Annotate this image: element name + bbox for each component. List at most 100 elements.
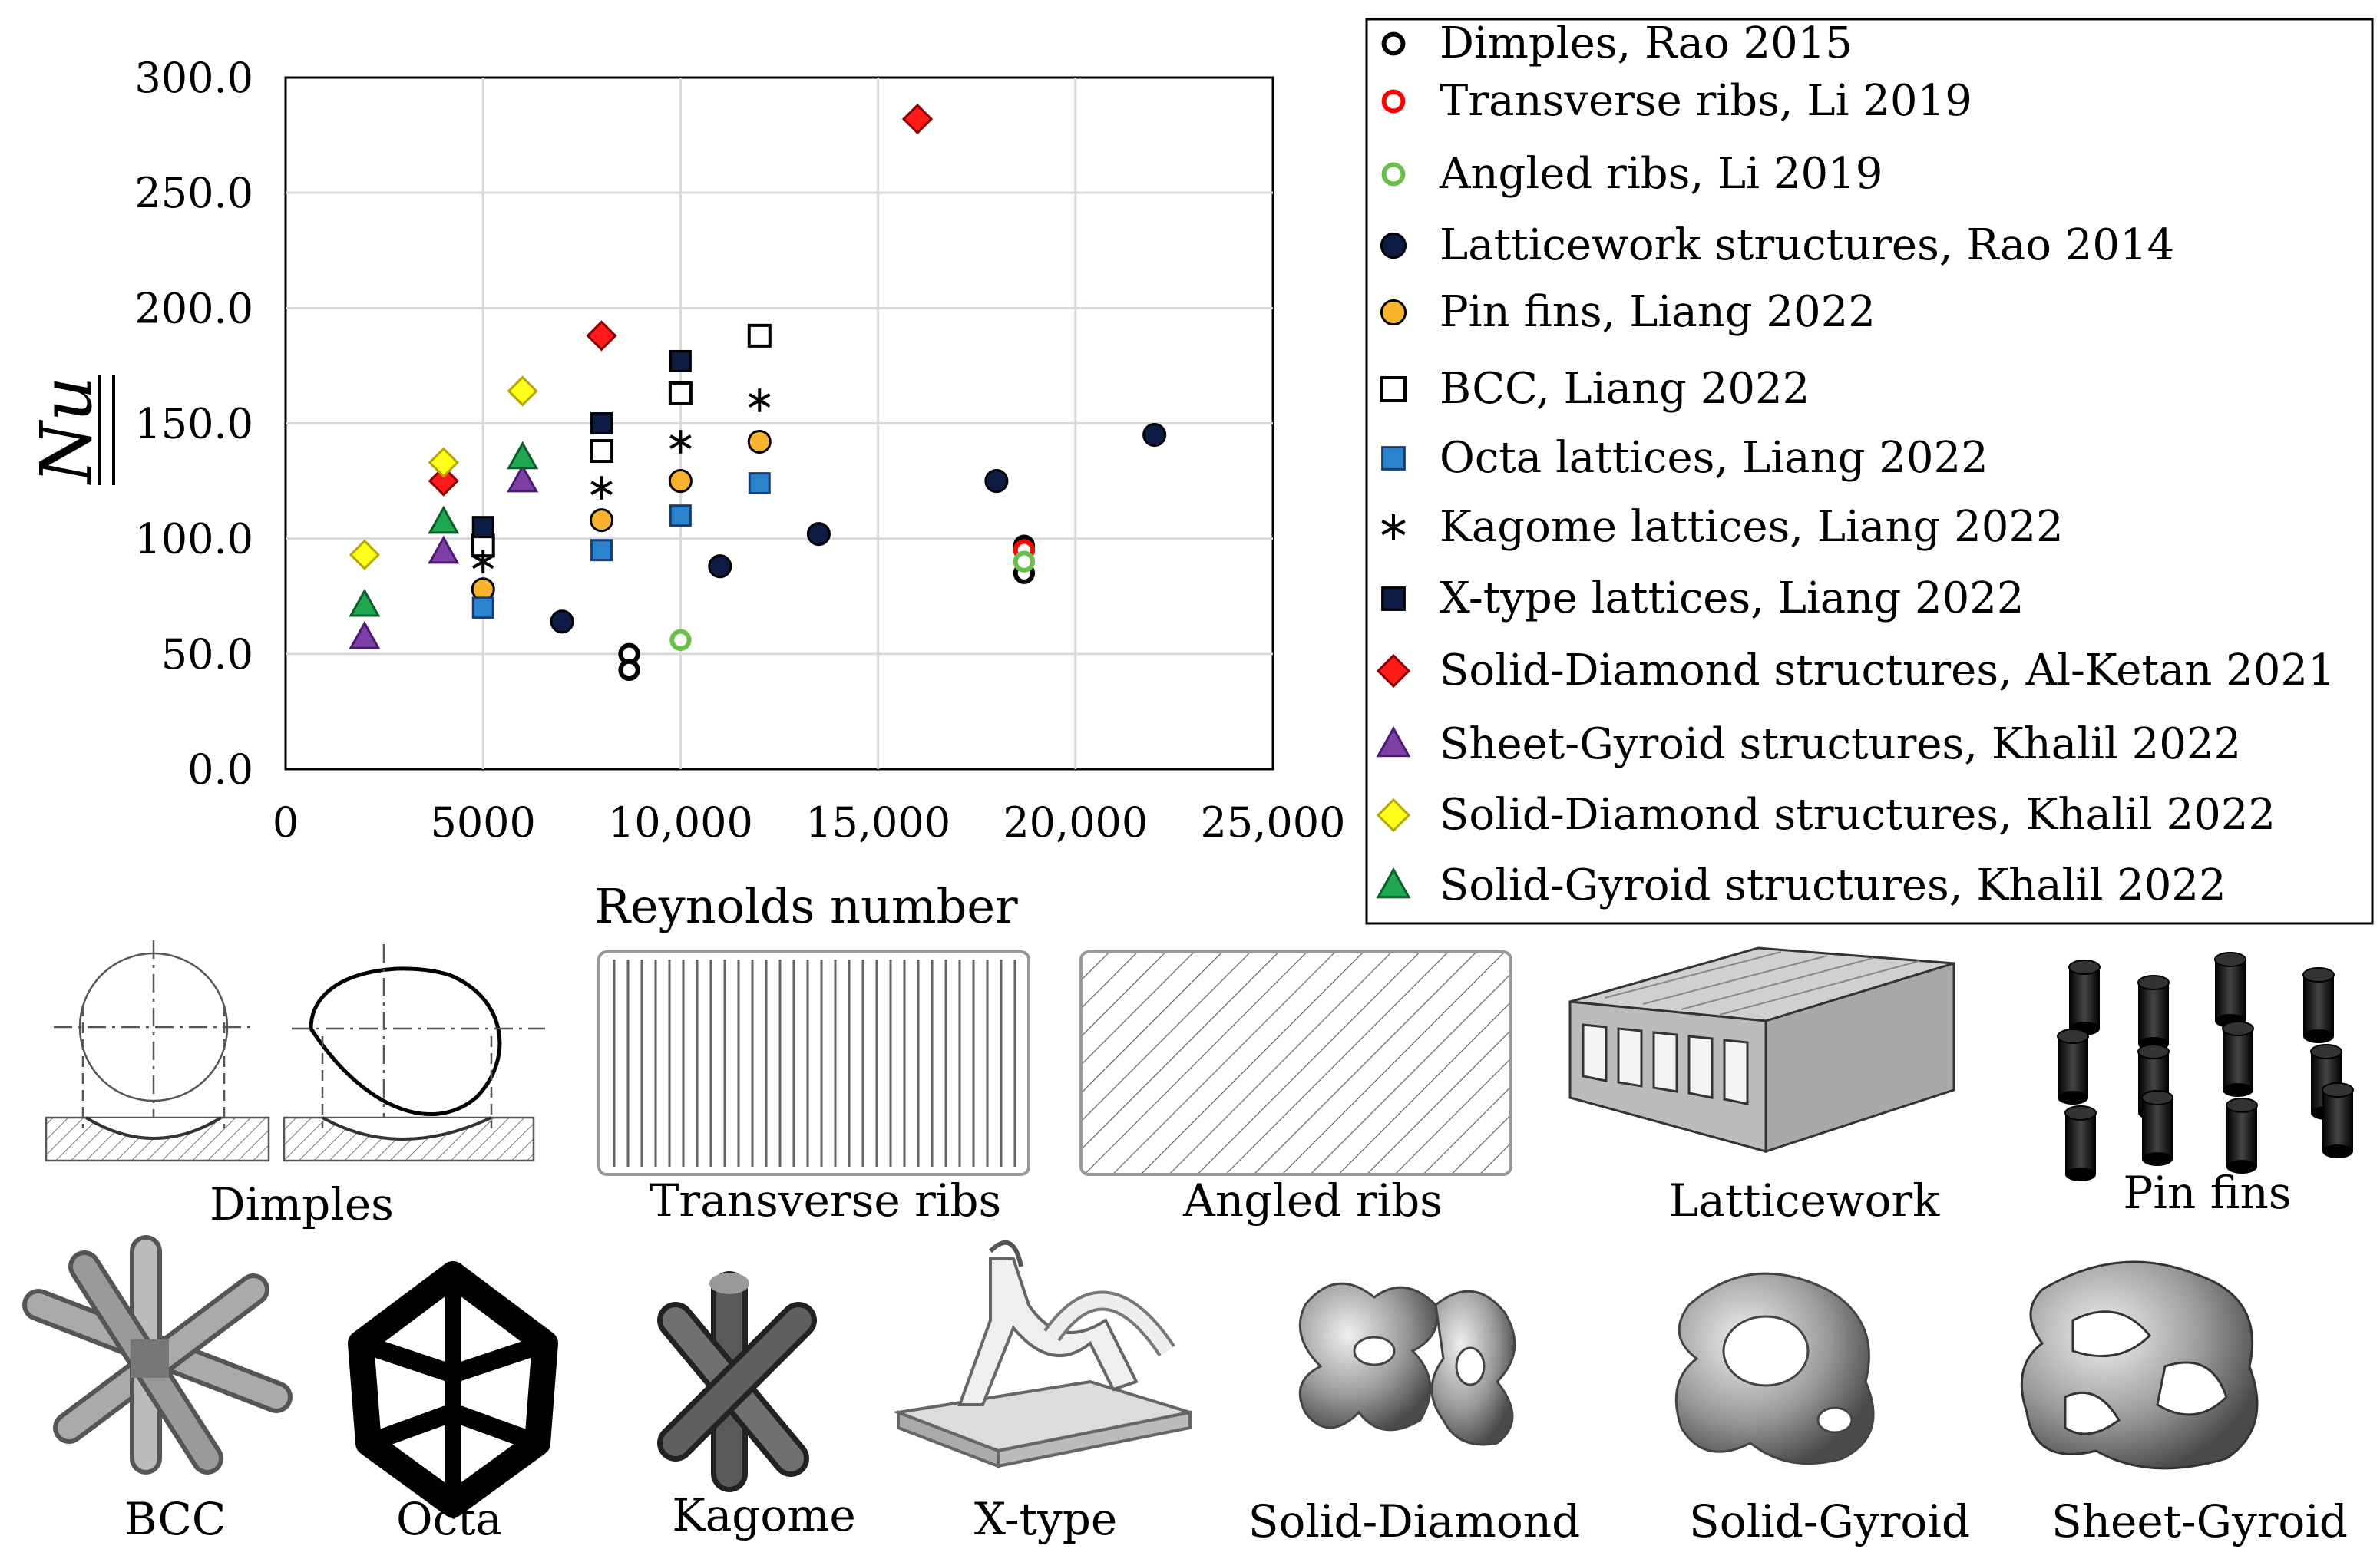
pin-fin <box>2068 960 2101 1035</box>
data-point <box>669 504 692 527</box>
data-point <box>1013 550 1036 573</box>
data-point <box>349 588 381 617</box>
pin-fin <box>2064 1105 2097 1181</box>
x-tick-label: 15,000 <box>805 798 950 847</box>
y-tick-label: 300.0 <box>134 54 253 102</box>
pin-fin <box>2322 1082 2354 1158</box>
data-point <box>550 609 574 634</box>
legend-marker <box>1380 376 1407 402</box>
data-point <box>747 429 772 454</box>
legend-entry-label: Octa lattices, Liang 2022 <box>1440 433 1988 483</box>
legend-marker <box>1381 514 1406 540</box>
data-point <box>471 550 494 573</box>
legend: Dimples, Rao 2015 Transverse ribs, Li 201… <box>1365 18 2374 925</box>
legend-marker <box>1380 299 1407 326</box>
legend-marker <box>1381 446 1406 471</box>
data-point <box>428 447 459 478</box>
data-point <box>507 441 539 470</box>
x-axis-label: Reynolds number <box>594 878 1018 934</box>
data-point <box>806 522 831 547</box>
data-point <box>749 388 771 412</box>
x-tick-label: 25,000 <box>1201 798 1346 847</box>
x-tick-label: 10,000 <box>608 798 753 847</box>
data-point <box>1142 422 1167 448</box>
data-point <box>590 476 613 500</box>
data-point <box>901 103 934 135</box>
y-tick-label: 50.0 <box>161 630 253 679</box>
data-point <box>471 516 494 539</box>
chart: 0 5000 10,000 15,000 20,000 25,000 0.0 50.0 100.… <box>25 54 1345 934</box>
angled-ribs-illustration <box>1079 950 1512 1176</box>
y-tick-label: 0.0 <box>187 745 253 794</box>
gridlines <box>286 78 1273 769</box>
legend-marker <box>1381 586 1406 611</box>
legend-marker <box>1376 653 1411 689</box>
pin-fin <box>2214 952 2246 1028</box>
y-tick-label: 250.0 <box>134 169 253 217</box>
legend-entry-label: Kagome lattices, Liang 2022 <box>1440 502 2064 552</box>
data-point <box>590 439 614 464</box>
x-tick-label: 5000 <box>430 798 535 847</box>
bcc-label: BCC <box>124 1493 226 1545</box>
data-point <box>668 469 693 494</box>
data-point <box>428 535 460 564</box>
data-point <box>428 505 460 534</box>
data-point <box>747 323 772 348</box>
data-point <box>669 349 692 372</box>
y-tick-label: 150.0 <box>134 400 253 448</box>
legend-entry-label: Solid-Diamond structures, Al-Ketan 2021 <box>1440 646 2335 695</box>
legend-marker <box>1381 31 1406 56</box>
latticework-label: Latticework <box>1668 1174 1940 1227</box>
solid-gyroid-label: Solid-Gyroid <box>1689 1495 1970 1547</box>
legend-entry-label: Transverse ribs, Li 2019 <box>1440 76 1972 126</box>
y-tick-label: 200.0 <box>134 284 253 332</box>
solid-gyroid-illustration <box>1674 1272 1875 1465</box>
data-point <box>618 659 640 682</box>
data-point <box>748 472 771 495</box>
legend-entry-label: Latticework structures, Rao 2014 <box>1440 220 2174 270</box>
svg-text:Nu: Nu <box>25 376 107 485</box>
data-point <box>471 596 494 619</box>
pin-fins-label: Pin fins <box>2123 1167 2292 1219</box>
sheet-gyroid-label: Sheet-Gyroid <box>2051 1495 2349 1547</box>
octa-illustration <box>348 1261 558 1518</box>
solid-diamond-label: Solid-Diamond <box>1248 1495 1581 1547</box>
data-point <box>349 620 381 649</box>
data-points <box>349 103 1167 682</box>
data-point <box>590 539 613 562</box>
legend-entry-label: Sheet-Gyroid structures, Khalil 2022 <box>1440 719 2241 769</box>
legend-entry-label: Pin fins, Liang 2022 <box>1440 287 1876 337</box>
legend-marker <box>1376 725 1411 758</box>
pin-fin <box>2226 1098 2258 1174</box>
data-point <box>507 464 539 493</box>
legend-entry-label: X-type lattices, Liang 2022 <box>1440 573 2025 623</box>
transverse-ribs-label: Transverse ribs <box>649 1174 1002 1227</box>
legend-marker <box>1380 232 1407 259</box>
legend-entry-label: Angled ribs, Li 2019 <box>1439 149 1883 199</box>
kagome-illustration <box>657 1271 817 1492</box>
latticework-illustration <box>1568 946 1955 1154</box>
dimples-illustration <box>45 940 545 1162</box>
x-type-label: X-type <box>973 1493 1118 1545</box>
octa-label: Octa <box>396 1493 502 1545</box>
data-point <box>668 381 693 405</box>
legend-marker <box>1381 162 1406 187</box>
legend-entry-label: BCC, Liang 2022 <box>1440 364 1810 414</box>
pin-fin <box>2222 1021 2254 1097</box>
data-point <box>428 465 459 497</box>
pin-fin <box>2057 1029 2089 1105</box>
data-point <box>589 508 614 533</box>
x-tick-label: 20,000 <box>1003 798 1148 847</box>
legend-entry-label: Solid-Gyroid structures, Khalil 2022 <box>1440 860 2226 910</box>
data-point <box>586 320 617 352</box>
bcc-illustration <box>22 1235 293 1475</box>
data-point <box>984 469 1009 494</box>
data-point <box>349 539 381 570</box>
y-tick-label: 100.0 <box>134 515 253 563</box>
kagome-label: Kagome <box>672 1489 856 1541</box>
pin-fins-illustration <box>2057 952 2354 1181</box>
data-point <box>590 412 613 434</box>
pin-fin <box>2141 1090 2173 1166</box>
sheet-gyroid-illustration <box>2020 1260 2259 1470</box>
